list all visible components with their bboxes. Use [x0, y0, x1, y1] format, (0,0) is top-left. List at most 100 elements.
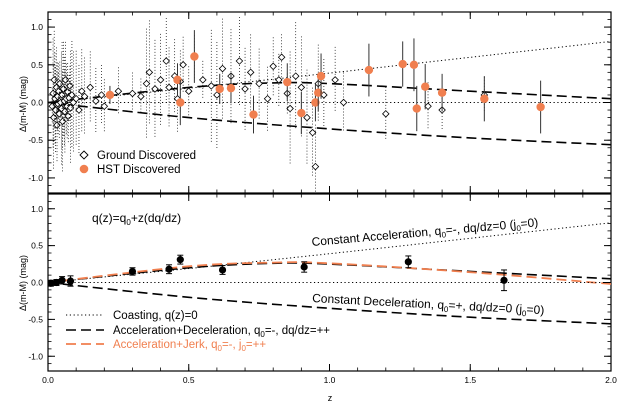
y-tick-label: -0.5: [28, 135, 43, 145]
legend-ground-marker: [79, 150, 89, 160]
annotation-constant-acceleration: Constant Acceleration, q0=-, dq/dz=0 (j0…: [311, 215, 539, 251]
ground-point: [151, 85, 159, 93]
ground-point: [184, 87, 193, 95]
ground-point: [92, 97, 100, 105]
binned-point: [176, 256, 184, 264]
binned-point: [165, 265, 173, 273]
ground-point: [291, 72, 300, 80]
y-tick-label: 0.5: [31, 60, 43, 70]
ground-point: [78, 87, 86, 95]
ground-point: [331, 76, 339, 84]
hst-point: [480, 94, 489, 103]
top-panel: -1.0 -0.5 0.0 0.5 1.0 Δ(m-M) (mag) Ground Di…: [18, 11, 612, 194]
ground-point: [142, 79, 151, 88]
ground-point: [58, 117, 67, 126]
ground-point: [50, 76, 58, 84]
legend-ground-label: Ground Discovered: [97, 150, 196, 162]
legend-accel-decel-label: Acceleration+Deceleration, q0=-, dq/dz=+…: [113, 325, 330, 339]
top-legend: Ground Discovered HST Discovered: [79, 150, 196, 176]
bottom-y-axis-label: Δ(m-M) (mag): [18, 255, 28, 311]
ground-point: [311, 162, 320, 171]
hst-point: [297, 108, 306, 118]
x-tick-label: 1.5: [464, 375, 476, 385]
ground-point: [72, 94, 80, 103]
y-tick-label: 0.5: [31, 241, 43, 251]
binned-point: [58, 276, 66, 284]
y-tick-label: 1.0: [31, 204, 43, 214]
legend-hst-label: HST Discovered: [97, 164, 181, 176]
ground-point: [235, 57, 244, 65]
y-tick-label: 1.0: [31, 22, 43, 32]
ground-point: [80, 92, 89, 101]
binned-point: [500, 276, 508, 284]
ground-point: [213, 91, 221, 99]
ground-point: [303, 113, 311, 122]
ground-point: [308, 128, 317, 137]
ground-point: [382, 110, 390, 118]
hst-point: [176, 98, 185, 107]
y-tick-label: 0.0: [31, 98, 43, 108]
ground-point: [339, 98, 348, 107]
ground-point: [297, 83, 306, 92]
x-tick-label: 0.0: [42, 375, 54, 385]
binned-point: [52, 278, 61, 287]
ground-point: [145, 68, 154, 77]
hst-point: [173, 75, 182, 85]
model-curve-long-dash: [48, 281, 611, 325]
ground-point: [165, 83, 173, 92]
hst-point: [409, 60, 419, 69]
x-tick-label: 1.0: [324, 375, 336, 385]
ground-point: [286, 104, 294, 113]
ground-point: [114, 87, 123, 95]
legend-accel-jerk-label: Acceleration+Jerk, q0=-, j0=++: [113, 339, 266, 353]
ground-point: [100, 102, 109, 111]
model-curve-long-dash: [48, 101, 611, 146]
hst-point: [311, 98, 320, 107]
hst-point: [398, 59, 407, 69]
hst-point: [105, 90, 115, 100]
hst-point: [412, 104, 421, 113]
ground-point: [56, 79, 64, 88]
hst-point: [226, 83, 236, 93]
ground-point: [156, 76, 165, 84]
binned-point: [300, 263, 308, 271]
ground-point: [53, 121, 61, 129]
binned-point: [128, 267, 137, 276]
ground-point: [275, 76, 283, 84]
ground-point: [51, 106, 60, 114]
ground-point: [207, 82, 216, 90]
ground-point: [97, 91, 106, 99]
hst-point: [314, 88, 323, 97]
legend-hst-marker: [79, 164, 89, 174]
ground-point: [263, 94, 272, 103]
ground-point: [199, 76, 207, 84]
ground-point: [162, 57, 170, 65]
y-tick-label: -0.5: [28, 314, 43, 324]
y-tick-label: -1.0: [28, 173, 43, 183]
hst-point: [316, 71, 326, 81]
ground-point: [61, 76, 70, 84]
hst-point: [364, 65, 374, 75]
hst-point: [283, 77, 292, 87]
x-axis-label: z: [328, 393, 333, 403]
hst-point: [215, 84, 224, 94]
ground-point: [137, 92, 145, 101]
ground-point: [66, 104, 75, 112]
model-curve-long-dash: [48, 81, 611, 104]
ground-point: [241, 85, 249, 93]
formula-label: q(z)=q0+z(dq/dz): [92, 211, 181, 227]
hst-point: [249, 110, 258, 119]
ground-point: [75, 106, 83, 114]
top-y-axis-label: Δ(m-M) (mag): [18, 76, 28, 132]
binned-point: [66, 277, 75, 285]
ground-point: [179, 61, 187, 69]
bottom-legend: Coasting, q(z)=0 Acceleration+Decelerati…: [66, 310, 330, 353]
bottom-panel: -1.0 -0.5 0.0 0.5 1.0 0.0 0.5 1.0 1.5 2.0 Δ(m-M) …: [18, 193, 617, 403]
hst-point: [190, 52, 199, 61]
ground-point: [424, 102, 432, 111]
ground-point: [128, 89, 137, 98]
x-tick-label: 0.5: [183, 375, 195, 385]
ground-point: [269, 62, 277, 71]
binned-point: [404, 258, 412, 266]
